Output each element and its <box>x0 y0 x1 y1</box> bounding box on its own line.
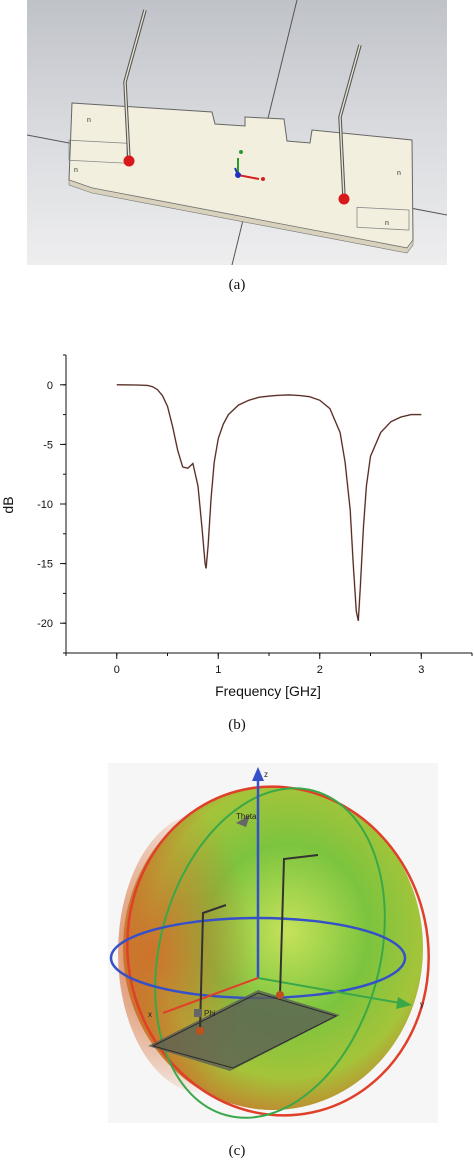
y-axis-line <box>257 977 401 1004</box>
theta-circle <box>126 785 430 1117</box>
x-tick-label: 2 <box>317 664 323 676</box>
axis-x-label: x <box>148 1010 152 1019</box>
phi-label: Phi <box>204 1009 216 1018</box>
theta-marker-icon <box>236 815 250 827</box>
y-tick-label: -5 <box>43 439 53 451</box>
antenna-model-view: n n n n <box>27 0 447 265</box>
y-tick-label: -20 <box>37 618 53 630</box>
antenna-board-shadow <box>148 990 340 1071</box>
x-tick-label: 0 <box>114 664 120 676</box>
phi-marker-icon <box>194 1009 202 1017</box>
y-tick-label: -15 <box>37 559 53 571</box>
left-feed-point <box>196 1027 204 1035</box>
caption-c: (c) <box>228 1143 246 1159</box>
series-line-shadow <box>116 384 422 621</box>
left-monopole-wire <box>199 904 227 1032</box>
right-monopole-wire <box>279 854 319 996</box>
x-tick-label: 3 <box>418 664 424 676</box>
right-feed-point <box>276 991 284 999</box>
port-label: n <box>87 117 91 124</box>
caption-a: (a) <box>228 277 246 293</box>
left-feed-point <box>123 155 135 167</box>
right-feed-point <box>338 193 350 205</box>
x-tick-label: 1 <box>215 664 221 676</box>
theta-label: Theta <box>236 812 257 821</box>
x-axis-label: Frequency [GHz] <box>215 683 321 699</box>
axis-y-label: y <box>420 1000 424 1009</box>
chart-axes <box>65 355 472 654</box>
caption-b: (b) <box>228 717 246 733</box>
radiation-pattern-view: z y x Theta Phi <box>108 763 438 1123</box>
s-parameter-chart: 0 1 2 3 0 -5 -10 -15 -20 dB Frequency [GHz] <box>0 345 474 705</box>
axis-gizmo-icon <box>234 150 265 181</box>
port-label: n <box>385 220 389 227</box>
y-tick-label: -10 <box>37 499 53 511</box>
y-tick-label: 0 <box>47 380 53 392</box>
y-axis-label: dB <box>0 496 16 513</box>
axis-z-label: z <box>264 770 268 779</box>
port-label: n <box>397 170 401 177</box>
port-label: n <box>74 167 78 174</box>
x-axis-line <box>162 977 259 1014</box>
series-line <box>116 384 422 621</box>
right-port-slot <box>356 206 410 231</box>
